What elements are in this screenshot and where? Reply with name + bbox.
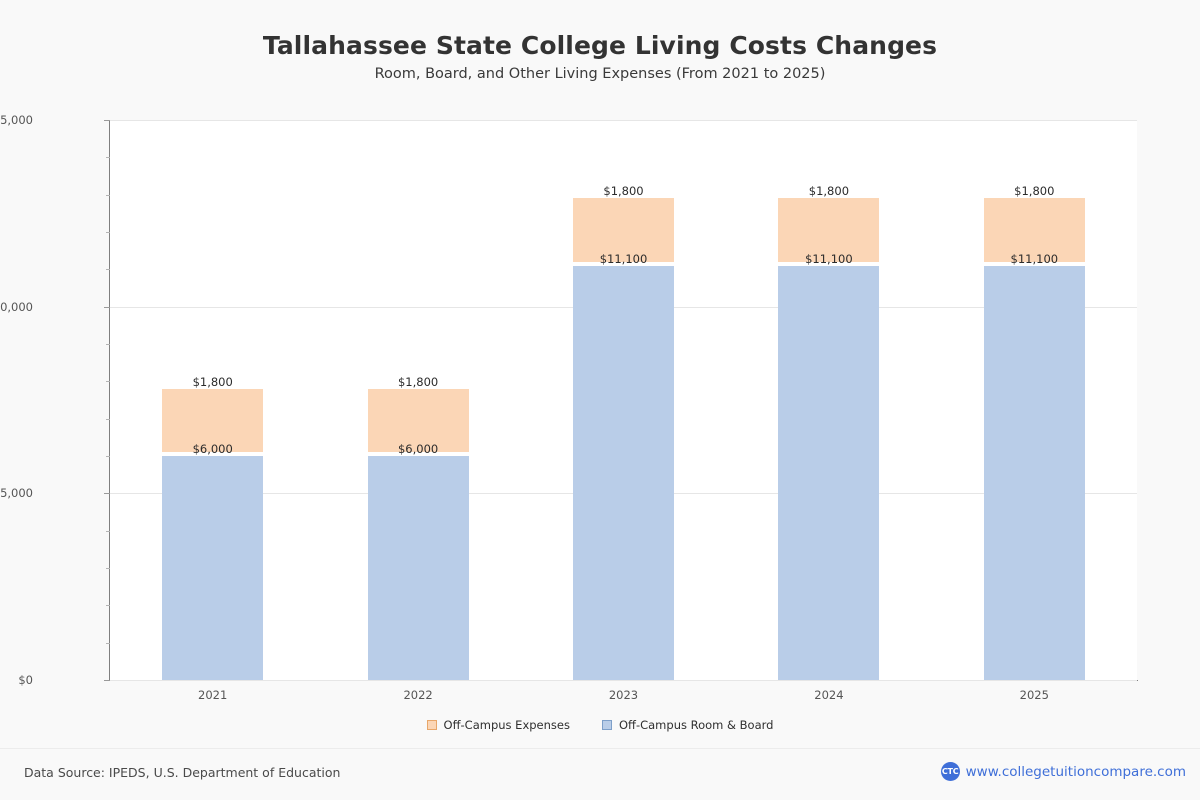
bar-segment-room-board[interactable] <box>367 456 469 680</box>
bar-value-label-expenses: $1,800 <box>1014 184 1055 199</box>
bar-segment-expenses[interactable] <box>573 198 674 262</box>
x-axis-tick-label: 2022 <box>403 688 433 702</box>
y-axis-tick-label: $5,000 <box>0 486 33 501</box>
y-axis-minor-tick <box>106 456 110 457</box>
y-axis-major-tick <box>104 306 110 308</box>
y-axis-tick-label: $15,000 <box>0 113 33 127</box>
footer-divider <box>0 748 1200 749</box>
gridline <box>110 680 1137 681</box>
legend-label-expenses: Off-Campus Expenses <box>443 718 570 732</box>
bar-value-label-expenses: $1,800 <box>603 184 644 199</box>
x-axis-tick-label: 2021 <box>198 688 228 702</box>
y-axis-minor-tick <box>106 605 110 607</box>
bar-group[interactable]: $1,800 $11,100 <box>983 120 1085 680</box>
gridline <box>110 120 1137 121</box>
bar-segment-expenses[interactable] <box>367 388 469 452</box>
bar-group[interactable]: $1,800 $6,000 <box>162 120 264 680</box>
y-axis-minor-tick <box>106 232 110 233</box>
legend-label-room-board: Off-Campus Room & Board <box>618 718 774 732</box>
bar-segment-expenses[interactable] <box>778 198 880 262</box>
y-axis-minor-tick <box>106 194 110 196</box>
bar-group[interactable]: $1,800 $11,100 <box>778 120 880 680</box>
y-axis-major-tick <box>104 120 110 121</box>
bar-segment-room-board[interactable] <box>573 265 674 680</box>
y-axis-minor-tick <box>106 269 110 271</box>
y-axis-major-tick <box>104 493 110 495</box>
bar-segment-room-board[interactable] <box>162 456 264 680</box>
y-axis-minor-tick <box>106 642 110 644</box>
data-source-note: Data Source: IPEDS, U.S. Department of E… <box>24 765 341 780</box>
y-axis-minor-tick <box>106 157 110 159</box>
bar-value-label-room-board: $11,100 <box>599 251 648 266</box>
bar-value-label-room-board: $11,100 <box>1010 251 1059 266</box>
y-axis-minor-tick <box>106 418 110 420</box>
legend-swatch-icon-room-board <box>601 720 612 730</box>
chart-title: Tallahassee State College Living Costs C… <box>262 31 938 60</box>
y-axis-tick-label: $10,000 <box>0 299 33 314</box>
x-axis-tick-label: 2025 <box>1019 688 1049 702</box>
bar-segment-room-board[interactable] <box>983 265 1085 680</box>
chart-subtitle: Room, Board, and Other Living Expenses (… <box>374 66 826 82</box>
legend-item-off-campus-room-and-board[interactable]: Off-Campus Room & Board <box>601 718 774 732</box>
y-axis-tick-label: $0 <box>18 673 33 687</box>
plot-area: $0$5,000$10,000$15,000$1,800$6,000$1,800… <box>0 113 1137 687</box>
bar-value-label-expenses: $1,800 <box>397 374 439 389</box>
bar-segment-expenses[interactable] <box>162 388 264 452</box>
y-axis-line <box>109 120 110 680</box>
bar-group[interactable]: $1,800 $6,000 <box>367 120 469 680</box>
bar-value-label-room-board: $6,000 <box>397 442 439 456</box>
x-axis-tick-label: 2023 <box>608 688 639 702</box>
ctc-logo-icon: CTC <box>940 762 960 781</box>
bar-value-label-room-board: $6,000 <box>192 442 233 456</box>
x-axis-tick-label: 2024 <box>814 688 844 702</box>
y-axis-minor-tick <box>106 568 110 569</box>
site-credit[interactable]: CTC www.collegetuitioncompare.com <box>940 762 1186 781</box>
site-url-link[interactable]: www.collegetuitioncompare.com <box>965 763 1186 780</box>
y-axis-major-tick <box>104 680 110 681</box>
bar-value-label-expenses: $1,800 <box>808 184 850 199</box>
legend-swatch-icon-expenses <box>426 720 437 730</box>
chart-legend: Off-Campus Expenses Off-Campus Room & Bo… <box>0 718 1200 732</box>
bar-segment-expenses[interactable] <box>983 198 1085 262</box>
bar-segment-room-board[interactable] <box>778 265 880 680</box>
y-axis-minor-tick <box>106 344 110 345</box>
y-axis-minor-tick <box>106 530 110 532</box>
bar-value-label-room-board: $11,100 <box>805 251 853 266</box>
bar-group[interactable]: $1,800 $11,100 <box>573 120 674 680</box>
bar-value-label-expenses: $1,800 <box>192 374 233 389</box>
legend-item-off-campus-expenses[interactable]: Off-Campus Expenses <box>426 718 570 732</box>
y-axis-minor-tick <box>106 381 110 383</box>
